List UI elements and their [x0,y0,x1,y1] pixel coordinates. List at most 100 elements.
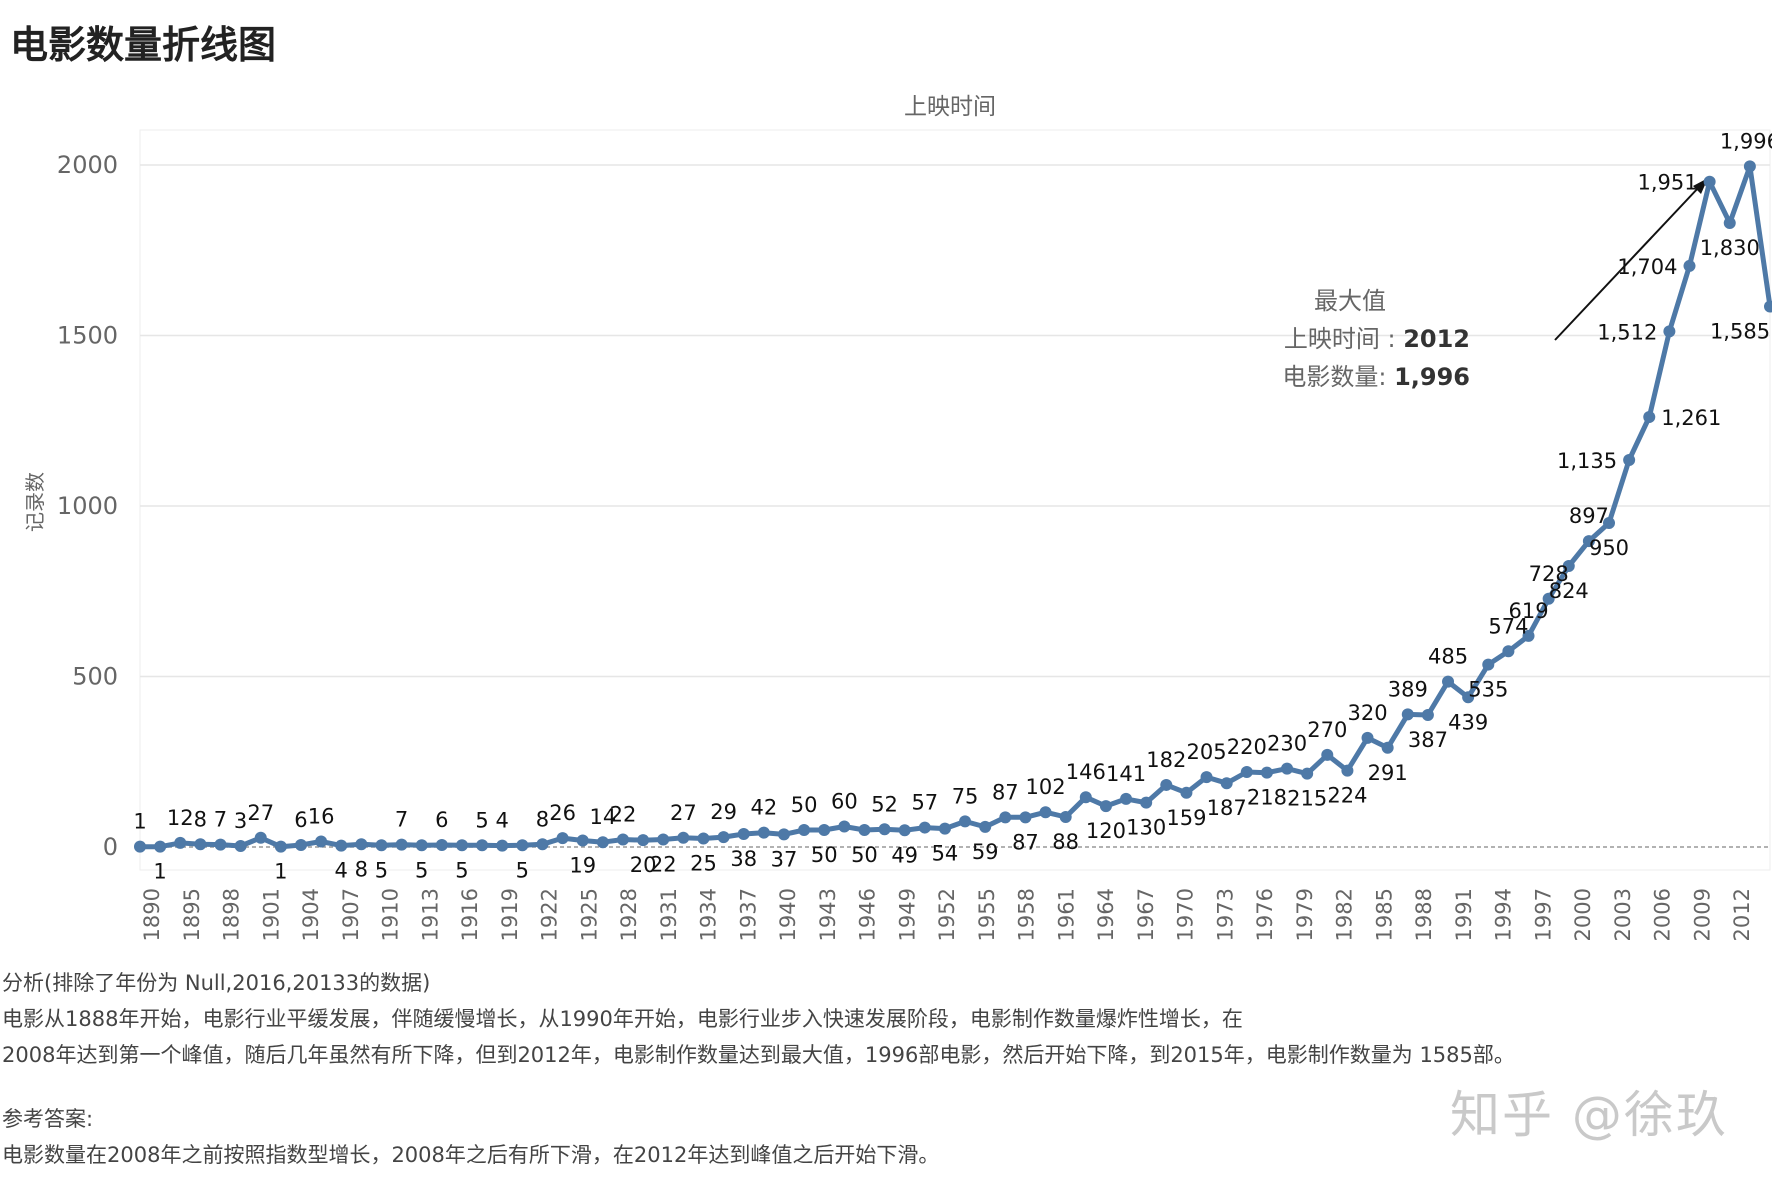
data-label: 57 [911,791,938,815]
x-tick-label: 1997 [1531,888,1555,941]
y-tick-label: 1500 [57,322,118,350]
x-tick-label: 2003 [1611,888,1635,941]
x-tick-label: 1955 [975,888,999,941]
data-point [234,839,247,852]
x-tick-label: 1934 [697,888,721,941]
data-point [294,838,307,851]
data-point [315,835,328,848]
x-tick-label: 1976 [1253,888,1277,941]
data-point [1442,675,1455,688]
x-tick-label: 1943 [816,888,840,941]
data-point [1240,765,1253,778]
data-point [1120,792,1133,805]
data-point [1381,741,1394,754]
data-label: 87 [1012,830,1039,854]
y-tick-label: 2000 [57,151,118,179]
data-point [134,840,146,853]
x-tick-label: 1890 [140,888,164,941]
x-tick-label: 1925 [577,888,601,941]
annotation-y-label: 电影数量: [1282,363,1395,391]
data-label: 574 [1488,614,1528,638]
data-label: 215 [1287,787,1327,811]
x-tick-label: 1973 [1213,888,1237,941]
data-point [878,823,891,836]
data-label: 8 [194,807,207,831]
data-label: 49 [891,843,918,867]
annotation-x-row: 上映时间 : 2012 [1230,320,1470,358]
data-point [395,838,408,851]
data-point [154,840,167,853]
watermark: 知乎 @徐玖 [1450,1086,1728,1144]
annotation-y-row: 电影数量: 1,996 [1230,358,1470,396]
x-tick-label: 1907 [339,888,363,941]
data-point [1039,806,1052,819]
data-point [536,838,549,851]
x-axis-ticks: 1890 1895 1898 1901 1904 1907 1910 1913 1916 1919… [140,888,1754,941]
y-axis-label: 记录数 [23,472,47,532]
data-label: 37 [771,847,798,871]
data-label: 5 [375,858,388,882]
data-label: 8 [536,807,549,831]
data-label: 1,585 [1710,320,1770,344]
data-label: 389 [1388,677,1428,701]
x-tick-label: 1937 [736,888,760,941]
data-label: 7 [214,808,227,832]
x-tick-label: 1904 [299,888,323,941]
analysis-text-2: 2008年达到第一个峰值，随后几年虽然有所下降，但到2012年，电影制作数量达到… [2,1043,1515,1067]
plot-frame [139,129,1771,871]
max-arrow-line [1554,185,1701,341]
x-tick-label: 1985 [1372,888,1396,941]
data-label: 14 [589,805,616,829]
data-point [1683,259,1696,272]
data-point [838,820,851,833]
data-point [415,839,428,852]
data-label: 3 [234,809,247,833]
data-point [435,838,448,851]
x-tick-label: 1898 [220,888,244,941]
x-tick-label: 1940 [776,888,800,941]
data-point [1260,766,1273,779]
data-point [1160,778,1173,791]
data-point [1341,764,1354,777]
data-point [1522,629,1535,642]
data-point [777,828,790,841]
analysis-heading: 分析(排除了年份为 Null,2016,20133的数据) [2,971,431,995]
data-point [355,838,368,851]
data-label: 387 [1408,728,1448,752]
data-point [1079,791,1092,804]
x-tick-label: 2012 [1730,888,1754,941]
data-label: 87 [992,780,1019,804]
data-label: 27 [247,801,274,825]
data-point [1200,771,1213,784]
data-point [979,820,992,833]
chart-x-title: 上映时间 [904,94,996,120]
annotation-y-value: 1,996 [1394,363,1470,391]
x-tick-label: 1910 [379,888,403,941]
data-label: 42 [750,796,777,820]
data-label: 824 [1549,579,1589,603]
data-label: 270 [1307,718,1347,742]
data-point [596,836,609,849]
data-label: 1 [153,860,166,884]
data-point [214,838,227,851]
y-axis-ticks: 0 500 1000 1500 2000 [57,151,118,861]
data-point [194,838,207,851]
data-label: 5 [475,808,488,832]
data-label: 1,830 [1700,236,1760,260]
data-label: 619 [1508,599,1548,623]
x-tick-label: 1988 [1412,888,1436,941]
data-point [616,833,629,846]
data-label: 75 [952,784,979,808]
data-point [637,834,650,847]
x-tick-label: 1901 [259,888,283,941]
data-point [1542,592,1555,605]
data-label: 59 [972,840,999,864]
data-label: 1 [274,860,287,884]
data-point [1482,658,1495,671]
data-label: 22 [610,802,637,826]
data-label: 187 [1207,796,1247,820]
data-label: 1,704 [1617,255,1677,279]
data-label: 4 [496,809,509,833]
data-point [737,828,750,841]
x-tick-label: 1931 [657,888,681,941]
